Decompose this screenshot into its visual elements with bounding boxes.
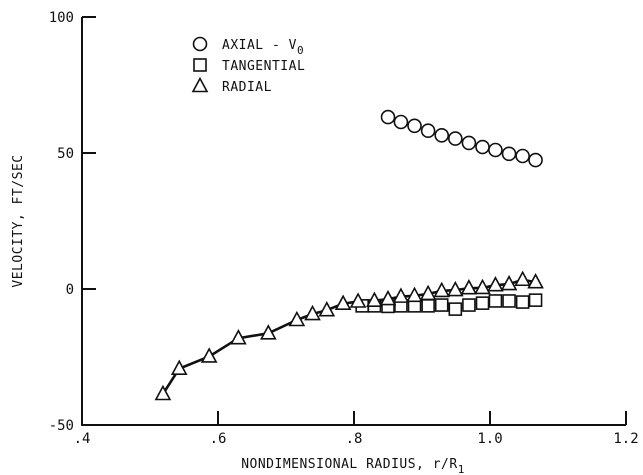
square-data-point: [488, 294, 503, 308]
circle-data-point: [407, 118, 422, 134]
x-tick-label: 1.0: [477, 431, 502, 447]
circle-data-point: [380, 109, 396, 125]
triangle-data-point: [446, 280, 464, 297]
y-tick-label: 0: [66, 282, 74, 298]
triangle-data-point: [474, 278, 491, 295]
y-tick-label: -50: [49, 418, 74, 434]
legend-triangle-marker: [191, 76, 209, 93]
square-data-point: [502, 294, 516, 308]
triangle-data-point: [349, 292, 367, 308]
triangle-data-point: [334, 294, 352, 310]
square-data-point: [421, 299, 435, 313]
triangle-data-point: [487, 276, 504, 292]
legend-square-marker: [193, 58, 207, 72]
square-data-point: [475, 296, 490, 310]
triangle-data-point: [318, 301, 336, 317]
triangle-data-point: [170, 359, 188, 375]
triangle-data-point: [366, 291, 383, 307]
legend-label: RADIAL: [222, 80, 272, 95]
legend-label: TANGENTIAL: [222, 59, 305, 74]
circle-data-point: [528, 152, 543, 168]
legend: AXIAL - V0 TANGENTIAL RADIAL: [191, 36, 305, 95]
square-data-point: [528, 293, 543, 307]
square-data-point: [515, 295, 530, 309]
triangle-data-point: [392, 287, 410, 303]
triangle-data-point: [200, 347, 218, 363]
square-data-point: [434, 298, 449, 312]
ticks: -50 0 50 100 .4 .6 .8 1.0 1.2: [49, 10, 639, 447]
circle-data-point: [501, 146, 517, 162]
y-tick-label: 100: [49, 10, 74, 26]
legend-circle-marker: [192, 36, 208, 52]
circle-data-point: [420, 123, 436, 138]
triangle-data-point: [433, 281, 451, 298]
circle-data-point: [393, 114, 409, 130]
triangle-data-point: [500, 274, 518, 291]
triangle-data-point: [304, 304, 321, 321]
x-tick-label: 1.2: [613, 431, 638, 447]
circle-data-point: [488, 142, 503, 158]
triangle-data-point: [406, 286, 423, 303]
y-tick-label: 50: [57, 146, 74, 162]
y-axis-title: VELOCITY, FT/SEC: [11, 154, 26, 287]
circle-data-point: [448, 131, 463, 146]
triangle-data-point: [514, 270, 531, 287]
square-data-point: [462, 298, 476, 312]
circle-data-point: [434, 128, 450, 143]
triangle-data-point: [259, 324, 277, 340]
triangle-data-point: [460, 278, 478, 295]
square-data-point: [448, 302, 463, 316]
circle-data-point: [515, 148, 530, 164]
circle-data-point: [461, 135, 477, 151]
circle-data-point: [475, 139, 490, 155]
triangle-data-point: [154, 384, 172, 401]
triangle-data-point: [419, 284, 437, 301]
triangle-data-point: [527, 273, 544, 289]
x-axis-title: NONDIMENSIONAL RADIUS, r/R1: [241, 457, 465, 475]
x-tick-label: .8: [346, 431, 363, 447]
legend-label: AXIAL - V0: [222, 38, 304, 57]
axes: [81, 17, 626, 426]
x-tick-label: .4: [74, 431, 91, 447]
triangle-data-point: [288, 310, 306, 327]
x-tick-label: .6: [210, 431, 227, 447]
triangle-data-point: [230, 329, 247, 345]
data-markers: [154, 109, 544, 401]
triangle-data-point: [379, 289, 397, 306]
